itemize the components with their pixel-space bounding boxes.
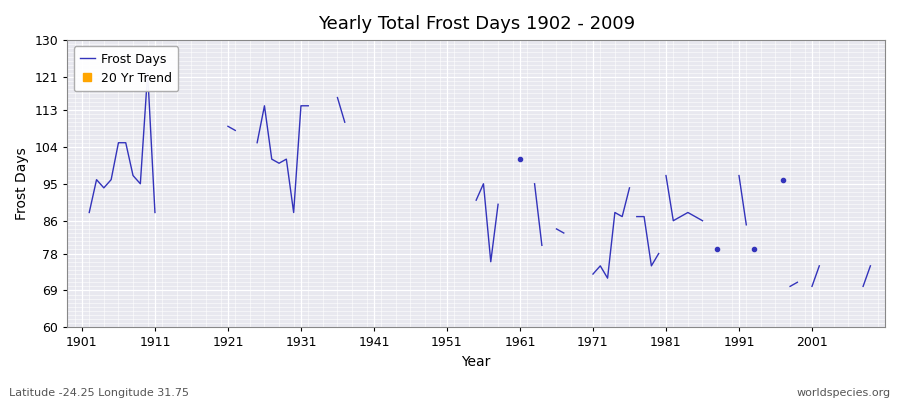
Title: Yearly Total Frost Days 1902 - 2009: Yearly Total Frost Days 1902 - 2009	[318, 15, 634, 33]
Y-axis label: Frost Days: Frost Days	[15, 147, 29, 220]
Frost Days	[91, 177, 102, 182]
Legend: Frost Days, 20 Yr Trend: Frost Days, 20 Yr Trend	[74, 46, 178, 91]
Frost Days	[142, 70, 153, 75]
Frost Days	[84, 210, 94, 215]
Frost Days	[113, 140, 124, 145]
Text: Latitude -24.25 Longitude 31.75: Latitude -24.25 Longitude 31.75	[9, 388, 189, 398]
X-axis label: Year: Year	[462, 355, 490, 369]
Frost Days	[98, 186, 109, 190]
Frost Days	[121, 140, 131, 145]
Text: worldspecies.org: worldspecies.org	[796, 388, 891, 398]
Frost Days	[128, 173, 139, 178]
Frost Days	[135, 181, 146, 186]
Frost Days	[105, 177, 116, 182]
Line: Frost Days: Frost Days	[89, 73, 155, 212]
Frost Days	[149, 210, 160, 215]
